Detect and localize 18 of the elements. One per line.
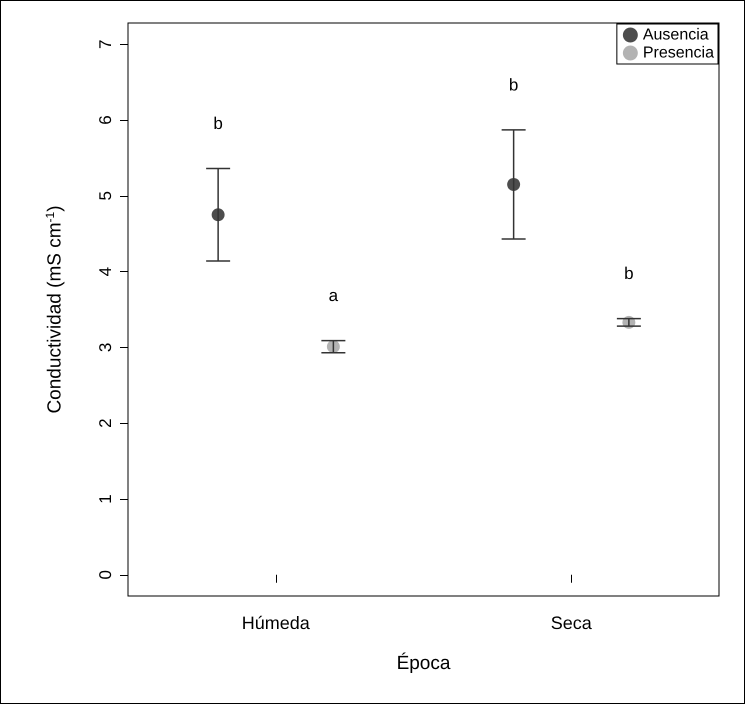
x-axis-title: Época [396,652,451,674]
x-tick-label: Húmeda [242,613,311,633]
y-tick-label: 0 [96,570,115,580]
y-tick-label: 3 [96,342,115,352]
y-tick-label: 4 [96,266,115,276]
annotation: b [508,75,518,94]
x-tick-label: Seca [550,613,593,633]
y-tick-label: 5 [96,191,115,201]
annotation: a [328,286,339,306]
legend-label: Ausencia [642,26,709,44]
y-tick-label: 6 [96,115,115,125]
y-tick-label: 1 [96,494,115,504]
y-axis-title: Conductividad (mS cm-1) [43,205,66,414]
annotation: b [624,264,634,284]
y-tick-label: 2 [96,418,115,428]
y-tick-label: 7 [96,39,115,49]
annotation: b [213,114,223,134]
legend-label: Presencia [642,44,714,62]
